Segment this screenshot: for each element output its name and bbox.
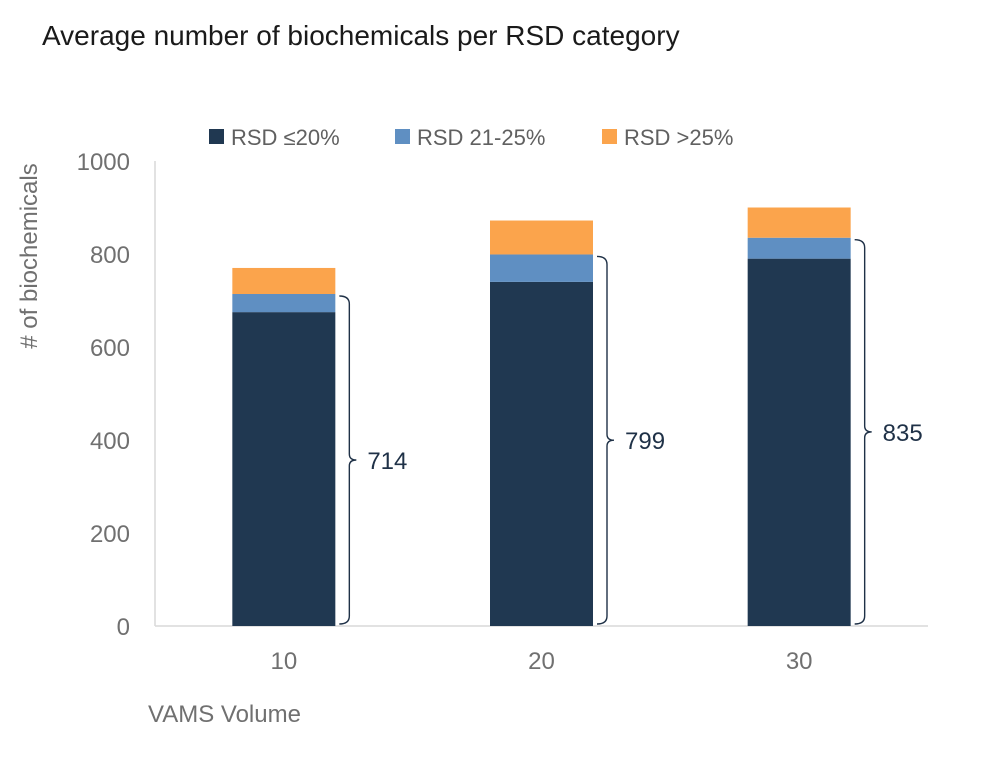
y-tick-label: 800 [90,242,130,269]
bracket [596,255,615,625]
bar-segment [747,237,851,259]
bar-segment [232,267,336,294]
x-tick-label: 30 [786,648,813,675]
legend-label: RSD >25% [624,125,733,150]
y-tick-label: 600 [90,335,130,362]
x-tick-label: 20 [528,648,555,675]
legend: RSD ≤20% RSD 21-25% RSD >25% [209,125,733,150]
bar-segment [747,207,851,238]
bar-segment [232,293,336,313]
bracket-total-label: 835 [883,420,923,447]
bar-segment [490,220,593,255]
x-tick-label: 10 [270,648,297,675]
y-tick-label: 200 [90,521,130,548]
y-tick-label: 0 [117,614,130,641]
legend-swatch [602,129,617,144]
legend-swatch [395,129,410,144]
bracket-total-label: 799 [625,428,665,455]
x-axis: 10 20 30 [155,625,928,675]
legend-label: RSD 21-25% [417,125,545,150]
legend-label: RSD ≤20% [231,125,340,150]
y-tick-label: 1000 [77,149,130,176]
y-axis-title: # of biochemicals [16,163,43,348]
bar-segment [490,281,593,626]
x-axis-title: VAMS Volume [148,701,301,728]
y-tick-label: 400 [90,428,130,455]
bracket [854,239,872,625]
bar-segment [747,258,851,626]
legend-swatch [209,129,224,144]
bar-segment [490,254,593,282]
bracket [339,295,357,625]
bar-segment [232,312,336,626]
bars [232,207,851,626]
chart-title: Average number of biochemicals per RSD c… [42,20,680,51]
y-axis: 0 200 400 600 800 1000 [77,149,156,641]
bracket-total-label: 714 [367,448,407,475]
